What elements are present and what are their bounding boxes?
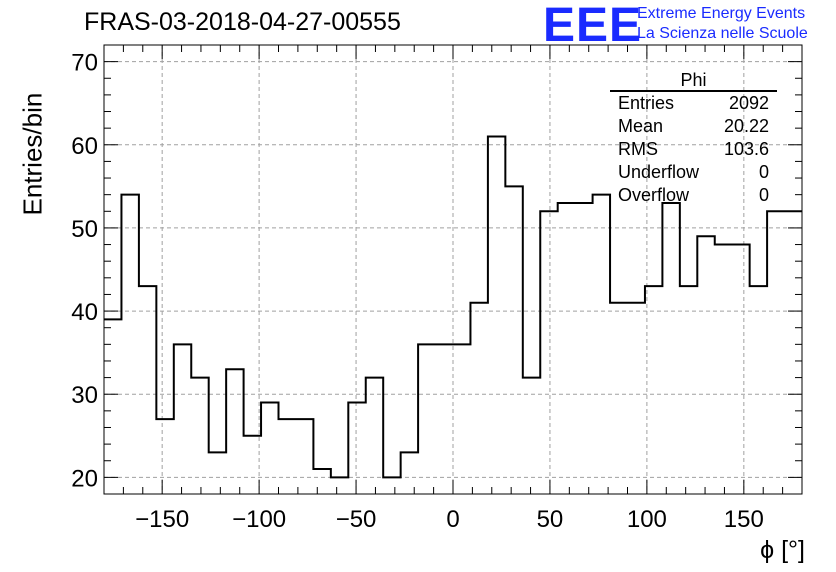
histogram-bin	[523, 378, 540, 494]
histogram-bin	[488, 136, 505, 494]
histogram-bin	[593, 195, 610, 494]
histogram-bin	[575, 203, 592, 494]
stats-row-overflow: Overflow 0	[610, 184, 777, 207]
y-tick-label: 70	[71, 50, 98, 77]
histogram-bin	[174, 344, 191, 494]
histogram-bin	[244, 436, 261, 494]
y-tick-label: 20	[71, 465, 98, 492]
histogram-bin	[261, 403, 278, 494]
histogram-bin	[331, 477, 348, 494]
histogram-bin	[662, 203, 679, 494]
stats-value: 103.6	[723, 139, 769, 159]
chart-title: FRAS-03-2018-04-27-00555	[84, 8, 401, 36]
x-tick-label: 100	[627, 506, 667, 533]
histogram-bin	[750, 286, 767, 494]
stats-row-underflow: Underflow 0	[610, 161, 777, 184]
stats-row-entries: Entries 2092	[610, 92, 777, 115]
x-tick-label: −100	[232, 506, 286, 533]
stats-row-rms: RMS 103.6	[610, 138, 777, 161]
histogram-bin	[279, 419, 296, 494]
histogram-bin	[453, 344, 470, 494]
stats-value: 20.22	[723, 116, 769, 136]
histogram-bin	[628, 303, 645, 494]
stats-value: 2092	[728, 93, 769, 113]
histogram-bin	[121, 195, 138, 494]
histogram-bin	[785, 211, 802, 494]
stats-box: Phi Entries 2092 Mean 20.22 RMS 103.6 Un…	[610, 70, 777, 207]
y-tick-label: 30	[71, 382, 98, 409]
histogram-bin	[470, 303, 487, 494]
stats-row-mean: Mean 20.22	[610, 115, 777, 138]
stats-label: Mean	[618, 116, 664, 136]
x-tick-label: −50	[336, 506, 377, 533]
stats-label: Entries	[618, 93, 675, 113]
stats-label: RMS	[618, 139, 658, 159]
histogram-bin	[558, 203, 575, 494]
histogram-bin	[645, 286, 662, 494]
x-tick-label: 0	[446, 506, 459, 533]
histogram-bin	[226, 369, 243, 494]
y-tick-label: 40	[71, 299, 98, 326]
y-tick-label: 60	[71, 133, 98, 160]
histogram-bin	[139, 286, 156, 494]
histogram-bin	[296, 419, 313, 494]
histogram-bin	[348, 403, 365, 494]
stats-value: 0	[758, 162, 769, 182]
histogram-bin	[401, 452, 418, 494]
brand-name-line2: La Scienza nelle Scuole	[637, 25, 808, 42]
stats-title: Phi	[610, 70, 777, 92]
histogram-bin	[610, 303, 627, 494]
histogram-bin	[540, 211, 557, 494]
brand-name-line1: Extreme Energy Events	[637, 5, 806, 22]
x-axis-label: ϕ [°]	[760, 536, 805, 564]
x-tick-label: 50	[537, 506, 564, 533]
histogram-bin	[436, 344, 453, 494]
histogram-bin	[767, 211, 784, 494]
x-tick-label: 150	[724, 506, 764, 533]
stats-label: Overflow	[618, 185, 690, 205]
histogram-bin	[104, 319, 121, 494]
histogram-bin	[156, 419, 173, 494]
histogram-bin	[209, 452, 226, 494]
histogram-bin	[715, 245, 732, 494]
stats-label: Underflow	[618, 162, 700, 182]
histogram-bin	[366, 378, 383, 494]
histogram-bin	[383, 477, 400, 494]
stats-value: 0	[758, 185, 769, 205]
histogram-bin	[505, 186, 522, 494]
histogram-bin	[697, 236, 714, 494]
y-tick-label: 50	[71, 216, 98, 243]
histogram-bin	[680, 286, 697, 494]
x-tick-label: −150	[135, 506, 189, 533]
histogram-bin	[191, 378, 208, 494]
y-axis-label: Entries/bin	[17, 92, 48, 216]
eee-logo: EEE	[543, 0, 643, 52]
histogram-bin	[313, 469, 330, 494]
histogram-bin	[732, 245, 749, 494]
histogram-outline	[104, 135, 802, 479]
histogram-bin	[418, 344, 435, 494]
